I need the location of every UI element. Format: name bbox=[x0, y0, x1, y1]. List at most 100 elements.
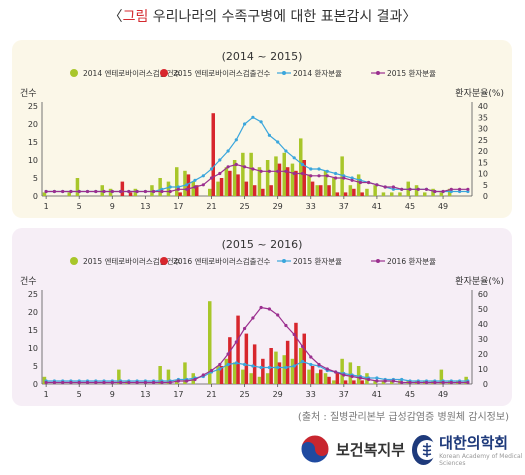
x-tick-label: 13 bbox=[140, 202, 150, 211]
line-point-1-9 bbox=[110, 380, 114, 385]
line-point-1-24 bbox=[234, 162, 238, 167]
y-right-tick-label: 20 bbox=[478, 350, 488, 359]
bar-green-4 bbox=[67, 192, 71, 196]
line-point-1-8 bbox=[102, 380, 106, 385]
line-point-1-43 bbox=[391, 379, 395, 383]
bar-green-50 bbox=[447, 188, 452, 196]
y-right-tick-label: 10 bbox=[478, 365, 488, 374]
y-right-tick-label: 25 bbox=[478, 136, 488, 145]
x-tick-label: 9 bbox=[110, 202, 115, 211]
bar-green-32 bbox=[299, 138, 303, 196]
line-point-1-16 bbox=[168, 380, 172, 385]
line-point-1-14 bbox=[152, 380, 156, 385]
y-right-tick-label: 30 bbox=[478, 335, 488, 344]
line-point-1-48 bbox=[433, 380, 437, 385]
bar-red-31 bbox=[294, 322, 298, 384]
line-point-0-27 bbox=[259, 120, 263, 124]
bar-red-22 bbox=[219, 178, 224, 196]
legend-marker-0 bbox=[70, 69, 78, 77]
bar-green-44 bbox=[398, 192, 402, 196]
legend-marker-2 bbox=[282, 71, 286, 75]
line-point-1-9 bbox=[110, 189, 114, 194]
bar-red-19 bbox=[195, 185, 199, 196]
line-point-1-37 bbox=[342, 373, 346, 377]
line-point-1-15 bbox=[160, 189, 164, 194]
bar-green-33 bbox=[307, 174, 311, 196]
line-point-1-19 bbox=[193, 185, 197, 189]
line-point-1-10 bbox=[119, 189, 123, 194]
y-left-tick-label: 5 bbox=[33, 362, 38, 371]
line-point-1-17 bbox=[176, 187, 180, 191]
line-point-1-12 bbox=[135, 189, 139, 194]
x-tick-label: 49 bbox=[438, 390, 448, 399]
line-point-1-32 bbox=[300, 344, 305, 349]
x-tick-label: 37 bbox=[339, 390, 349, 399]
bar-green-8 bbox=[100, 185, 104, 196]
bar-green-31 bbox=[290, 163, 295, 196]
bar-green-1 bbox=[42, 192, 47, 196]
line-point-1-2 bbox=[52, 380, 57, 385]
line-point-1-35 bbox=[325, 367, 329, 371]
line-point-1-34 bbox=[317, 362, 321, 367]
title-highlight: 그림 bbox=[122, 9, 149, 25]
x-tick-label: 45 bbox=[405, 202, 415, 211]
x-tick-label: 29 bbox=[273, 390, 283, 399]
bar-red-35 bbox=[327, 185, 331, 196]
bar-red-36 bbox=[335, 192, 340, 196]
bar-green-21 bbox=[208, 301, 212, 384]
bar-green-35 bbox=[323, 373, 328, 384]
bar-green-36 bbox=[332, 178, 336, 196]
line-point-0-20 bbox=[201, 174, 205, 178]
bar-green-18 bbox=[183, 170, 187, 196]
line-point-1-32 bbox=[300, 171, 305, 176]
bar-red-22 bbox=[219, 366, 224, 384]
y-axis-left-label: 건수 bbox=[20, 88, 37, 99]
line-point-0-52 bbox=[466, 189, 470, 194]
bar-red-36 bbox=[335, 373, 340, 384]
bar-green-41 bbox=[373, 380, 377, 384]
source-note: (출처 : 질병관리본부 급성감염증 병원체 감시정보) bbox=[297, 412, 509, 423]
bar-green-41 bbox=[373, 185, 377, 196]
bar-green-31 bbox=[290, 358, 295, 384]
line-point-0-25 bbox=[243, 362, 247, 367]
line-point-0-33 bbox=[309, 167, 313, 171]
line-point-1-5 bbox=[77, 189, 81, 194]
line-point-1-21 bbox=[209, 368, 214, 373]
line-point-1-1 bbox=[44, 189, 48, 194]
line-point-1-10 bbox=[119, 380, 123, 385]
x-tick-label: 25 bbox=[240, 390, 250, 399]
line-point-0-31 bbox=[292, 156, 296, 160]
bar-red-28 bbox=[269, 185, 273, 196]
bar-green-10 bbox=[117, 369, 121, 384]
bar-green-34 bbox=[315, 373, 319, 384]
y-right-tick-label: 20 bbox=[478, 147, 488, 156]
x-tick-label: 33 bbox=[306, 202, 316, 211]
line-point-0-32 bbox=[300, 162, 305, 167]
line-point-0-50 bbox=[449, 189, 453, 194]
x-tick-label: 33 bbox=[306, 390, 316, 399]
bar-red-30 bbox=[285, 340, 290, 384]
line-point-1-13 bbox=[143, 189, 147, 194]
line-point-1-29 bbox=[276, 313, 280, 317]
bar-green-23 bbox=[224, 167, 229, 196]
bar-red-26 bbox=[252, 344, 257, 384]
figure-title: 〈그림 우리나라의 수족구병에 대한 표본감시 결과〉 bbox=[0, 6, 525, 26]
bar-green-5 bbox=[75, 178, 80, 196]
line-point-1-3 bbox=[61, 380, 65, 385]
y-axis-right-label: 환자분율(%) bbox=[455, 275, 504, 287]
title-bracket-close: 〉 bbox=[402, 9, 417, 25]
y-right-tick-label: 60 bbox=[478, 290, 488, 299]
y-right-tick-label: 40 bbox=[478, 102, 488, 111]
title-text: 우리나라의 수족구병에 대한 표본감시 결과 bbox=[148, 9, 403, 25]
bar-red-10 bbox=[120, 181, 125, 196]
bar-green-32 bbox=[299, 348, 303, 384]
y-left-tick-label: 10 bbox=[28, 156, 38, 165]
line-point-1-43 bbox=[391, 185, 395, 189]
line-point-1-15 bbox=[160, 380, 164, 385]
line-point-0-44 bbox=[400, 377, 404, 382]
y-axis-right-label: 환자분율(%) bbox=[455, 87, 504, 99]
line-point-1-14 bbox=[152, 189, 156, 194]
line-point-1-20 bbox=[201, 183, 205, 187]
bar-green-24 bbox=[232, 160, 237, 196]
bar-green-39 bbox=[356, 366, 361, 384]
